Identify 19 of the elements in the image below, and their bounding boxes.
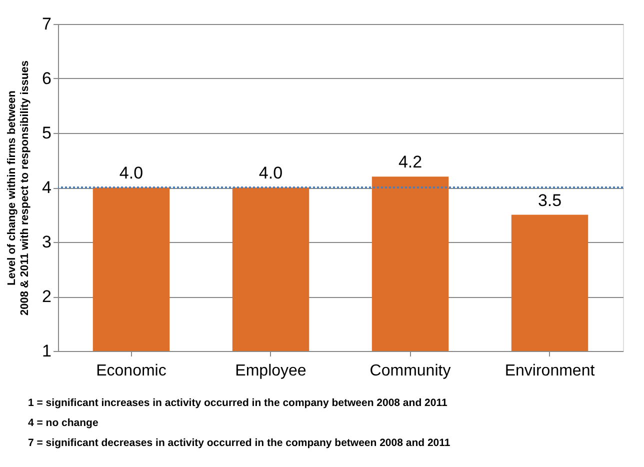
x-tick-label: Economic [96,362,166,380]
data-label: 4.2 [398,152,422,172]
y-tick-label: 7 [42,14,52,34]
y-tick-label: 6 [42,69,52,88]
text: 1 = significant increases in activity occurred in the company between 2008 and 2011 [28,397,448,409]
y-tick-label: 1 [42,342,52,360]
x-tick-label: Employee [235,362,306,380]
data-label: 4.0 [119,164,144,182]
data-label: 4.0 [258,164,283,182]
text: 4 = no change [28,417,98,429]
x-tick-label: Community [370,362,451,380]
y-tick-label: 4 [42,178,52,197]
y-tick-label: 3 [42,232,52,252]
x-tick-label: Environment [504,362,596,380]
y-axis-title: Level of change within firms between 2008 & 2011 with respect to responsibility issues [6,60,32,316]
y-tick-label: 2 [42,287,52,306]
text: 7 = significant decreases in activity occurred in the company between 2008 and 2011 [28,437,450,449]
y-tick-label: 5 [42,124,52,142]
data-label: 3.5 [538,190,562,210]
